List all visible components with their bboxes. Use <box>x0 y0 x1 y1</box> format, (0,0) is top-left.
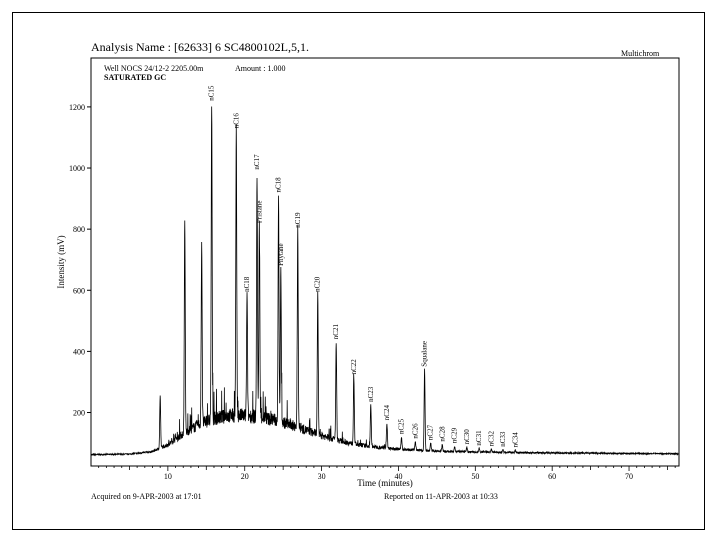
x-tick-label: 20 <box>241 472 249 481</box>
peak-label: Phytane <box>277 243 285 266</box>
x-tick-label: 30 <box>318 472 326 481</box>
peak-label: Squalane <box>421 341 429 367</box>
peak-label: Pristane <box>255 201 263 224</box>
peak-label: nC15 <box>208 85 216 101</box>
y-axis: 200 400 600 800 1000 1200 <box>69 103 91 418</box>
peak-label: nC28 <box>438 426 446 442</box>
x-tick-label: 60 <box>548 472 556 481</box>
x-axis-label: Time (minutes) <box>357 478 412 488</box>
peak-label: nC23 <box>367 386 375 402</box>
chromatogram-trace <box>90 106 680 457</box>
peak-label: nC22 <box>350 359 358 375</box>
amount-info: Amount : 1.000 <box>235 64 286 73</box>
y-tick-label: 800 <box>73 225 85 234</box>
sample-type: SATURATED GC <box>104 73 167 82</box>
peak-label: nC18 <box>243 276 251 292</box>
peak-label: nC25 <box>398 418 406 434</box>
peak-label: nC21 <box>332 324 340 340</box>
peak-label: nC16 <box>232 113 240 129</box>
report-frame <box>12 12 705 530</box>
peak-label: nC29 <box>451 427 459 443</box>
peak-label: nC32 <box>488 431 496 447</box>
peak-label: nC33 <box>499 431 507 447</box>
peak-label: nC19 <box>294 212 302 228</box>
y-tick-label: 600 <box>73 286 85 295</box>
peak-label: nC30 <box>463 429 471 445</box>
well-info: Well NOCS 24/12-2 2205.00m <box>104 64 204 73</box>
peak-label: nC17 <box>253 154 261 170</box>
peak-label: nC20 <box>314 276 322 292</box>
y-tick-label: 200 <box>73 409 85 418</box>
acquired-date: Acquired on 9-APR-2003 at 17:01 <box>91 492 202 501</box>
x-tick-label: 70 <box>625 472 633 481</box>
x-tick-label: 10 <box>164 472 172 481</box>
y-tick-label: 1200 <box>69 103 85 112</box>
x-tick-label: 40 <box>394 472 402 481</box>
x-axis: 10 20 30 40 50 60 70 <box>98 466 676 481</box>
y-tick-label: 400 <box>73 347 85 356</box>
software-name: Multichrom <box>621 49 660 58</box>
analysis-title: Analysis Name : [62633] 6 SC4800102L,5,1… <box>91 40 309 54</box>
reported-date: Reported on 11-APR-2003 at 10:33 <box>384 492 498 501</box>
y-tick-label: 1000 <box>69 164 85 173</box>
y-axis-label: Intensity (mV) <box>56 235 66 288</box>
peak-label: nC18 <box>275 177 283 193</box>
plot-area-frame <box>90 57 680 467</box>
peak-label: nC34 <box>511 432 519 448</box>
peak-label: nC26 <box>411 423 419 439</box>
x-tick-label: 50 <box>471 472 479 481</box>
peak-labels: nC15 nC16 nC18 nC17 Pristane nC18 Phytane nC19 n… <box>208 85 520 447</box>
peak-label: nC27 <box>427 424 435 440</box>
peak-label: nC31 <box>475 430 483 446</box>
peak-label: nC24 <box>383 405 391 421</box>
